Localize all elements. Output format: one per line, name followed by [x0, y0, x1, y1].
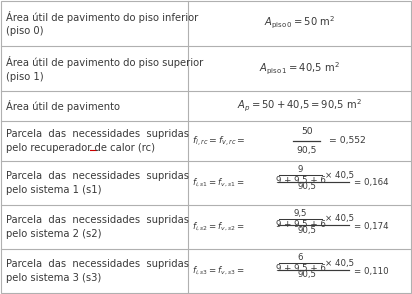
Text: × 40,5: × 40,5	[325, 259, 354, 268]
Text: Parcela  das  necessidades  supridas
pelo recuperador de calor (rc): Parcela das necessidades supridas pelo r…	[6, 129, 189, 153]
Text: $A_{\mathrm{piso\,1}} = 40{,}5\ \mathrm{m}^2$: $A_{\mathrm{piso\,1}} = 40{,}5\ \mathrm{…	[259, 61, 340, 77]
Text: Área útil de pavimento: Área útil de pavimento	[6, 100, 119, 112]
Text: Parcela  das  necessidades  supridas
pelo sistema 2 (s2): Parcela das necessidades supridas pelo s…	[6, 215, 189, 239]
Text: = 0,110: = 0,110	[354, 267, 389, 275]
Text: 9: 9	[298, 165, 303, 174]
Text: = 0,164: = 0,164	[354, 178, 389, 188]
Text: 9 + 9,5 + 6: 9 + 9,5 + 6	[276, 264, 325, 273]
Text: $A_{\mathrm{piso\,0}} = 50\ \mathrm{m}^2$: $A_{\mathrm{piso\,0}} = 50\ \mathrm{m}^2…	[264, 15, 335, 31]
Text: $f_{i,rc} = f_{v,rc} =$: $f_{i,rc} = f_{v,rc} =$	[192, 134, 246, 148]
Text: 9 + 9,5 + 6: 9 + 9,5 + 6	[276, 220, 325, 229]
Text: 90,5: 90,5	[297, 226, 316, 235]
Text: 90,5: 90,5	[297, 270, 316, 280]
Text: Área útil de pavimento do piso inferior
(piso 0): Área útil de pavimento do piso inferior …	[6, 11, 198, 36]
Text: = 0,552: = 0,552	[329, 136, 366, 145]
Text: 90,5: 90,5	[297, 182, 316, 191]
Text: Área útil de pavimento do piso superior
(piso 1): Área útil de pavimento do piso superior …	[6, 56, 203, 81]
Text: 9,5: 9,5	[294, 209, 307, 218]
Text: $f_{i,s2} = f_{v,s2} =$: $f_{i,s2} = f_{v,s2} =$	[192, 221, 244, 233]
Text: Parcela  das  necessidades  supridas
pelo sistema 3 (s3): Parcela das necessidades supridas pelo s…	[6, 259, 189, 283]
Text: × 40,5: × 40,5	[325, 171, 354, 180]
Text: = 0,174: = 0,174	[354, 222, 389, 231]
Text: 90,5: 90,5	[296, 146, 317, 155]
Text: $f_{i,s1} = f_{v,s1} =$: $f_{i,s1} = f_{v,s1} =$	[192, 177, 244, 189]
Text: 50: 50	[301, 127, 312, 136]
Text: 9 + 9,5 + 6: 9 + 9,5 + 6	[276, 176, 325, 185]
Text: Parcela  das  necessidades  supridas
pelo sistema 1 (s1): Parcela das necessidades supridas pelo s…	[6, 171, 189, 195]
Text: $A_p = 50 + 40{,}5 = 90{,}5\ \mathrm{m}^2$: $A_p = 50 + 40{,}5 = 90{,}5\ \mathrm{m}^…	[237, 98, 362, 114]
Text: $f_{i,s3} = f_{v,s3} =$: $f_{i,s3} = f_{v,s3} =$	[192, 265, 244, 277]
Text: × 40,5: × 40,5	[325, 215, 354, 223]
Text: 6: 6	[298, 253, 303, 262]
